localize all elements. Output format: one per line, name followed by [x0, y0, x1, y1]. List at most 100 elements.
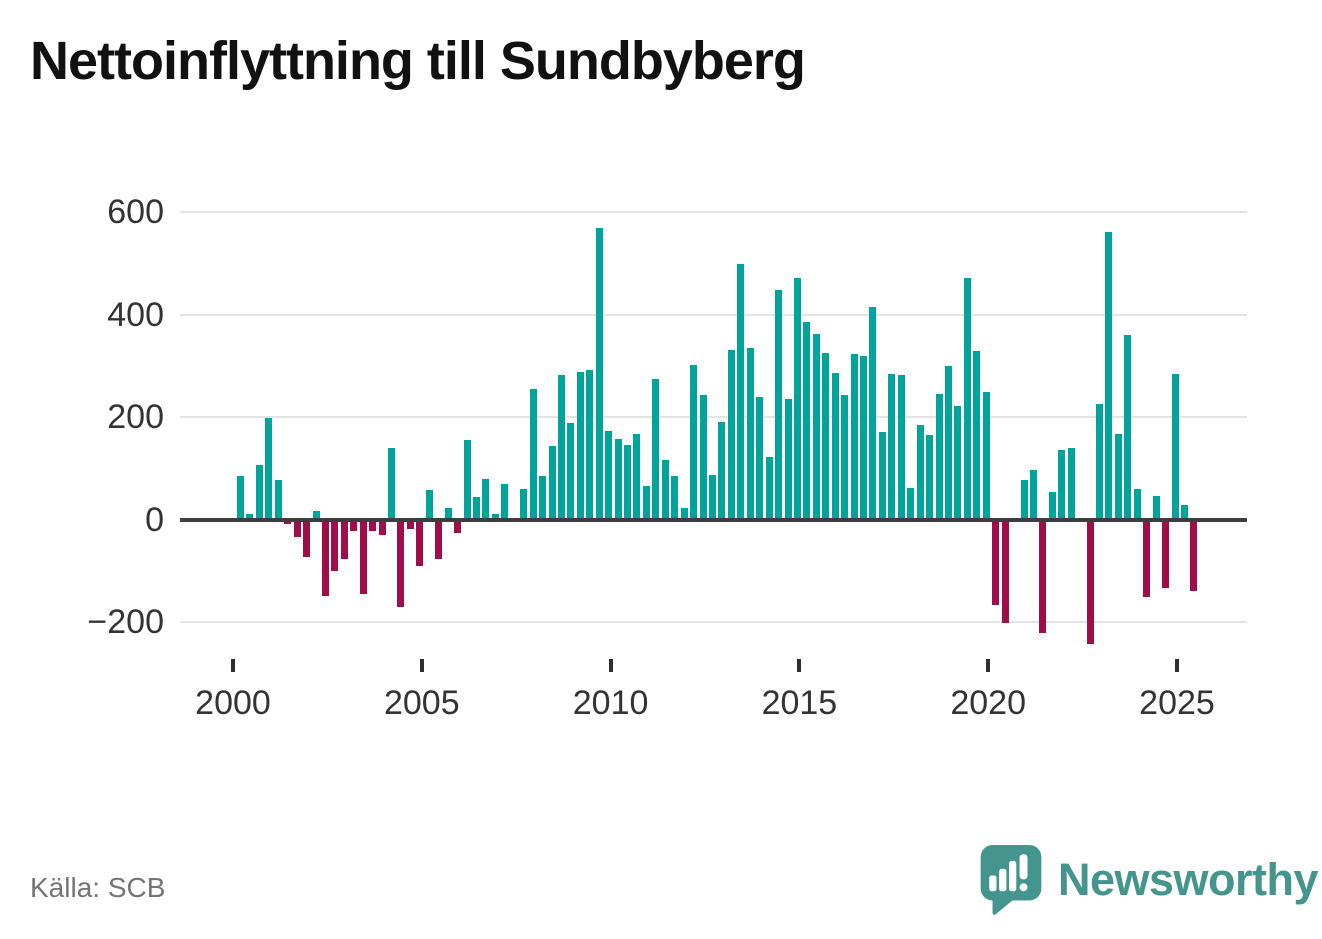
bar-2016-q1 — [841, 395, 849, 520]
bar-2015-q2 — [812, 333, 820, 520]
bar-2000-q3 — [255, 465, 263, 520]
newsworthy-wordmark: Newsworthy — [1058, 854, 1319, 905]
bar-2006-q3 — [482, 479, 490, 520]
bar-2002-q1 — [312, 511, 320, 520]
x-tick-2020 — [986, 659, 991, 672]
x-tick-2010 — [608, 659, 613, 672]
newsworthy-speech-bubble-chart-icon — [980, 845, 1042, 915]
bar-2024-q2 — [1152, 496, 1160, 520]
x-axis-label-2000: 2000 — [195, 684, 271, 722]
bar-2018-q3 — [935, 394, 943, 520]
bar-2025-q1 — [1181, 505, 1188, 520]
bar-2023-q2 — [1114, 434, 1122, 520]
bar-2020-q4 — [1020, 480, 1028, 520]
y-axis-label--200: −200 — [87, 603, 164, 641]
x-axis-label-2020: 2020 — [950, 684, 1026, 722]
bar-2020-q1 — [992, 519, 1000, 605]
gridline-200 — [180, 416, 1247, 418]
y-axis-label-0: 0 — [145, 500, 164, 539]
x-tick-2000 — [231, 659, 235, 672]
y-axis-label-200: 200 — [107, 398, 164, 436]
bar-2021-q2 — [1039, 519, 1047, 633]
bar-2009-q3 — [595, 227, 603, 520]
bar-chart — [180, 190, 1247, 660]
gridline--200 — [180, 621, 1247, 623]
bar-2009-q4 — [605, 431, 613, 520]
bar-2002-q3 — [331, 519, 339, 571]
bar-2012-q2 — [699, 395, 707, 520]
bar-2016-q4 — [869, 306, 877, 520]
bar-2021-q1 — [1029, 469, 1037, 520]
bar-2018-q2 — [926, 434, 934, 520]
bar-2005-q1 — [425, 489, 433, 520]
bar-2021-q4 — [1058, 450, 1066, 520]
bar-2001-q1 — [274, 480, 282, 520]
bar-2019-q4 — [982, 392, 990, 520]
bar-2011-q1 — [652, 379, 660, 520]
bar-2007-q3 — [520, 488, 528, 520]
bar-2019-q3 — [973, 351, 981, 520]
bar-2002-q2 — [321, 519, 329, 597]
bar-2010-q3 — [633, 434, 641, 520]
bar-2003-q4 — [378, 519, 386, 535]
bar-2018-q1 — [916, 425, 924, 520]
bar-2017-q2 — [888, 374, 896, 520]
bar-2013-q1 — [727, 350, 735, 520]
bar-2011-q2 — [661, 459, 669, 520]
zero-line — [180, 517, 1247, 522]
bar-2006-q2 — [473, 497, 480, 520]
bar-2004-q1 — [388, 448, 396, 520]
bar-2008-q2 — [548, 446, 556, 520]
gridline-400 — [180, 313, 1247, 316]
bar-2000-q2 — [246, 513, 254, 520]
bar-2019-q1 — [954, 406, 962, 520]
bar-2001-q3 — [293, 519, 301, 538]
bar-2019-q2 — [963, 278, 971, 520]
bar-2023-q4 — [1133, 488, 1141, 520]
bar-2005-q3 — [444, 507, 452, 520]
bar-2004-q2 — [397, 519, 405, 607]
bar-2004-q3 — [406, 519, 414, 530]
bar-2009-q1 — [576, 372, 584, 520]
bar-2002-q4 — [340, 519, 348, 559]
gridline-600 — [180, 211, 1247, 213]
bar-2023-q1 — [1105, 231, 1113, 520]
bar-2010-q1 — [614, 438, 622, 520]
bar-2005-q2 — [435, 519, 443, 560]
bar-2007-q1 — [501, 484, 509, 520]
bar-2015-q4 — [831, 372, 839, 520]
bar-2008-q1 — [539, 475, 547, 520]
bar-2004-q4 — [416, 519, 424, 566]
bar-2025-q2 — [1190, 519, 1198, 592]
chart-title: Nettoinflyttning till Sundbyberg — [30, 31, 806, 91]
bar-2024-q4 — [1171, 374, 1179, 520]
bar-2017-q4 — [907, 488, 915, 520]
bar-2013-q4 — [756, 397, 764, 520]
x-axis-label-2025: 2025 — [1139, 684, 1215, 722]
bar-2011-q3 — [671, 476, 679, 520]
source-label: Källa: SCB — [30, 872, 166, 903]
bar-2021-q3 — [1048, 492, 1056, 520]
bar-2011-q4 — [680, 507, 688, 520]
bar-2024-q3 — [1162, 519, 1170, 589]
bar-2020-q2 — [1001, 519, 1009, 624]
bar-2017-q3 — [897, 375, 905, 520]
bar-2003-q2 — [359, 519, 367, 595]
bar-2014-q2 — [775, 289, 783, 520]
bar-2008-q3 — [557, 374, 565, 520]
x-tick-2015 — [797, 659, 802, 672]
bar-2001-q4 — [303, 519, 311, 557]
y-axis-label-600: 600 — [107, 193, 164, 231]
bar-2012-q4 — [718, 422, 726, 520]
bar-2015-q1 — [803, 322, 811, 520]
bar-2013-q2 — [737, 264, 745, 520]
x-axis-label-2015: 2015 — [761, 684, 838, 722]
newsworthy-logo[interactable]: Newsworthy — [978, 840, 1319, 920]
bar-2008-q4 — [567, 422, 575, 520]
bar-2022-q3 — [1086, 519, 1094, 644]
bar-2010-q4 — [642, 485, 650, 520]
bar-2006-q1 — [463, 440, 471, 520]
bar-2024-q1 — [1143, 519, 1151, 597]
bar-2018-q4 — [945, 366, 952, 520]
